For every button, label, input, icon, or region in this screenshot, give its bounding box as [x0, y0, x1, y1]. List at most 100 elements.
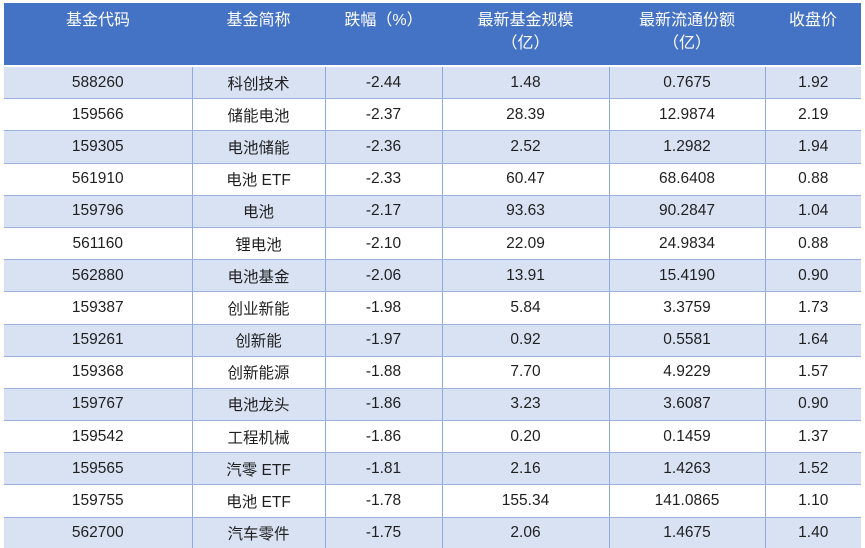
cell-change-pct: -1.98 [325, 291, 443, 325]
table-row: 159767 电池龙头 -1.86 3.23 3.6087 0.90 [4, 388, 861, 422]
cell-fund-name: 储能电池 [192, 98, 326, 132]
table-row: 159387 创业新能 -1.98 5.84 3.3759 1.73 [4, 291, 861, 325]
cell-fund-code: 588260 [4, 66, 193, 100]
cell-change-pct: -1.86 [325, 420, 443, 454]
cell-float-shares: 1.4675 [609, 517, 766, 548]
cell-float-shares: 3.3759 [609, 291, 766, 325]
cell-close-price: 1.40 [765, 517, 861, 548]
col-header-fund-scale: 最新基金规模 （亿） [442, 3, 609, 67]
cell-float-shares: 0.7675 [609, 66, 766, 100]
cell-close-price: 1.57 [765, 356, 861, 389]
table-row: 159368 创新能源 -1.88 7.70 4.9229 1.57 [4, 356, 861, 389]
cell-close-price: 1.10 [765, 484, 861, 518]
table-row: 159755 电池 ETF -1.78 155.34 141.0865 1.10 [4, 484, 861, 518]
cell-close-price: 0.90 [765, 388, 861, 422]
cell-float-shares: 3.6087 [609, 388, 766, 422]
cell-fund-code: 561910 [4, 163, 193, 196]
cell-change-pct: -1.88 [325, 356, 443, 389]
table-row: 159305 电池储能 -2.36 2.52 1.2982 1.94 [4, 130, 861, 164]
cell-close-price: 1.37 [765, 420, 861, 454]
cell-close-price: 2.19 [765, 98, 861, 132]
cell-close-price: 0.90 [765, 259, 861, 293]
col-header-fund-code: 基金代码 [4, 3, 192, 67]
cell-fund-scale: 28.39 [442, 98, 610, 132]
cell-float-shares: 15.4190 [609, 259, 766, 293]
table-row: 561910 电池 ETF -2.33 60.47 68.6408 0.88 [4, 163, 861, 196]
cell-float-shares: 4.9229 [609, 356, 766, 389]
cell-change-pct: -2.37 [325, 98, 443, 132]
cell-fund-scale: 2.52 [442, 130, 610, 164]
cell-float-shares: 1.2982 [609, 130, 766, 164]
cell-fund-name: 科创技术 [192, 66, 326, 100]
table-row: 159566 储能电池 -2.37 28.39 12.9874 2.19 [4, 98, 861, 132]
cell-close-price: 0.88 [765, 227, 861, 261]
cell-fund-code: 562880 [4, 259, 193, 293]
cell-fund-scale: 3.23 [442, 388, 610, 422]
col-header-change-pct: 跌幅（%） [325, 3, 442, 67]
col-header-float-shares: 最新流通份额 （亿） [609, 3, 765, 67]
cell-fund-name: 创业新能 [192, 291, 326, 325]
cell-fund-code: 159368 [4, 356, 193, 389]
cell-change-pct: -2.10 [325, 227, 443, 261]
table-row: 561160 锂电池 -2.10 22.09 24.9834 0.88 [4, 227, 861, 261]
table-row: 159565 汽零 ETF -1.81 2.16 1.4263 1.52 [4, 452, 861, 486]
cell-fund-scale: 0.20 [442, 420, 610, 454]
cell-fund-code: 159305 [4, 130, 193, 164]
cell-fund-scale: 2.16 [442, 452, 610, 486]
cell-fund-code: 159565 [4, 452, 193, 486]
cell-fund-name: 创新能 [192, 324, 326, 357]
cell-fund-name: 工程机械 [192, 420, 326, 454]
cell-fund-scale: 2.06 [442, 517, 610, 548]
cell-change-pct: -1.75 [325, 517, 443, 548]
cell-fund-name: 汽车零件 [192, 517, 326, 548]
cell-float-shares: 12.9874 [609, 98, 766, 132]
fund-table: 基金代码 基金简称 跌幅（%） 最新基金规模 （亿） 最新流通份额 （亿） 收盘… [4, 3, 861, 548]
cell-fund-name: 电池 ETF [192, 484, 326, 518]
cell-fund-scale: 0.92 [442, 324, 610, 357]
cell-fund-name: 电池基金 [192, 259, 326, 293]
cell-fund-name: 电池 ETF [192, 163, 326, 196]
cell-fund-scale: 22.09 [442, 227, 610, 261]
table-row: 562700 汽车零件 -1.75 2.06 1.4675 1.40 [4, 517, 861, 548]
cell-change-pct: -2.36 [325, 130, 443, 164]
cell-change-pct: -1.97 [325, 324, 443, 357]
cell-float-shares: 141.0865 [609, 484, 766, 518]
cell-float-shares: 68.6408 [609, 163, 766, 196]
cell-change-pct: -2.44 [325, 66, 443, 100]
cell-fund-code: 562700 [4, 517, 193, 548]
table-row: 562880 电池基金 -2.06 13.91 15.4190 0.90 [4, 259, 861, 293]
table-row: 159542 工程机械 -1.86 0.20 0.1459 1.37 [4, 420, 861, 454]
header-row: 基金代码 基金简称 跌幅（%） 最新基金规模 （亿） 最新流通份额 （亿） 收盘… [4, 3, 861, 67]
cell-float-shares: 0.5581 [609, 324, 766, 357]
cell-close-price: 1.73 [765, 291, 861, 325]
cell-close-price: 1.94 [765, 130, 861, 164]
table-row: 159796 电池 -2.17 93.63 90.2847 1.04 [4, 195, 861, 228]
cell-fund-scale: 13.91 [442, 259, 610, 293]
cell-float-shares: 0.1459 [609, 420, 766, 454]
table-row: 588260 科创技术 -2.44 1.48 0.7675 1.92 [4, 66, 861, 100]
cell-fund-scale: 7.70 [442, 356, 610, 389]
col-header-fund-name: 基金简称 [192, 3, 325, 67]
cell-change-pct: -2.33 [325, 163, 443, 196]
cell-fund-code: 159387 [4, 291, 193, 325]
cell-fund-scale: 5.84 [442, 291, 610, 325]
cell-fund-code: 159566 [4, 98, 193, 132]
cell-fund-code: 159767 [4, 388, 193, 422]
cell-fund-code: 159261 [4, 324, 193, 357]
cell-fund-name: 电池储能 [192, 130, 326, 164]
cell-close-price: 0.88 [765, 163, 861, 196]
cell-close-price: 1.04 [765, 195, 861, 228]
cell-fund-scale: 1.48 [442, 66, 610, 100]
cell-change-pct: -1.78 [325, 484, 443, 518]
cell-fund-name: 电池龙头 [192, 388, 326, 422]
cell-close-price: 1.92 [765, 66, 861, 100]
cell-close-price: 1.52 [765, 452, 861, 486]
cell-fund-scale: 155.34 [442, 484, 610, 518]
table-row: 159261 创新能 -1.97 0.92 0.5581 1.64 [4, 324, 861, 357]
cell-close-price: 1.64 [765, 324, 861, 357]
cell-fund-code: 159542 [4, 420, 193, 454]
cell-fund-scale: 60.47 [442, 163, 610, 196]
cell-fund-name: 创新能源 [192, 356, 326, 389]
cell-float-shares: 24.9834 [609, 227, 766, 261]
